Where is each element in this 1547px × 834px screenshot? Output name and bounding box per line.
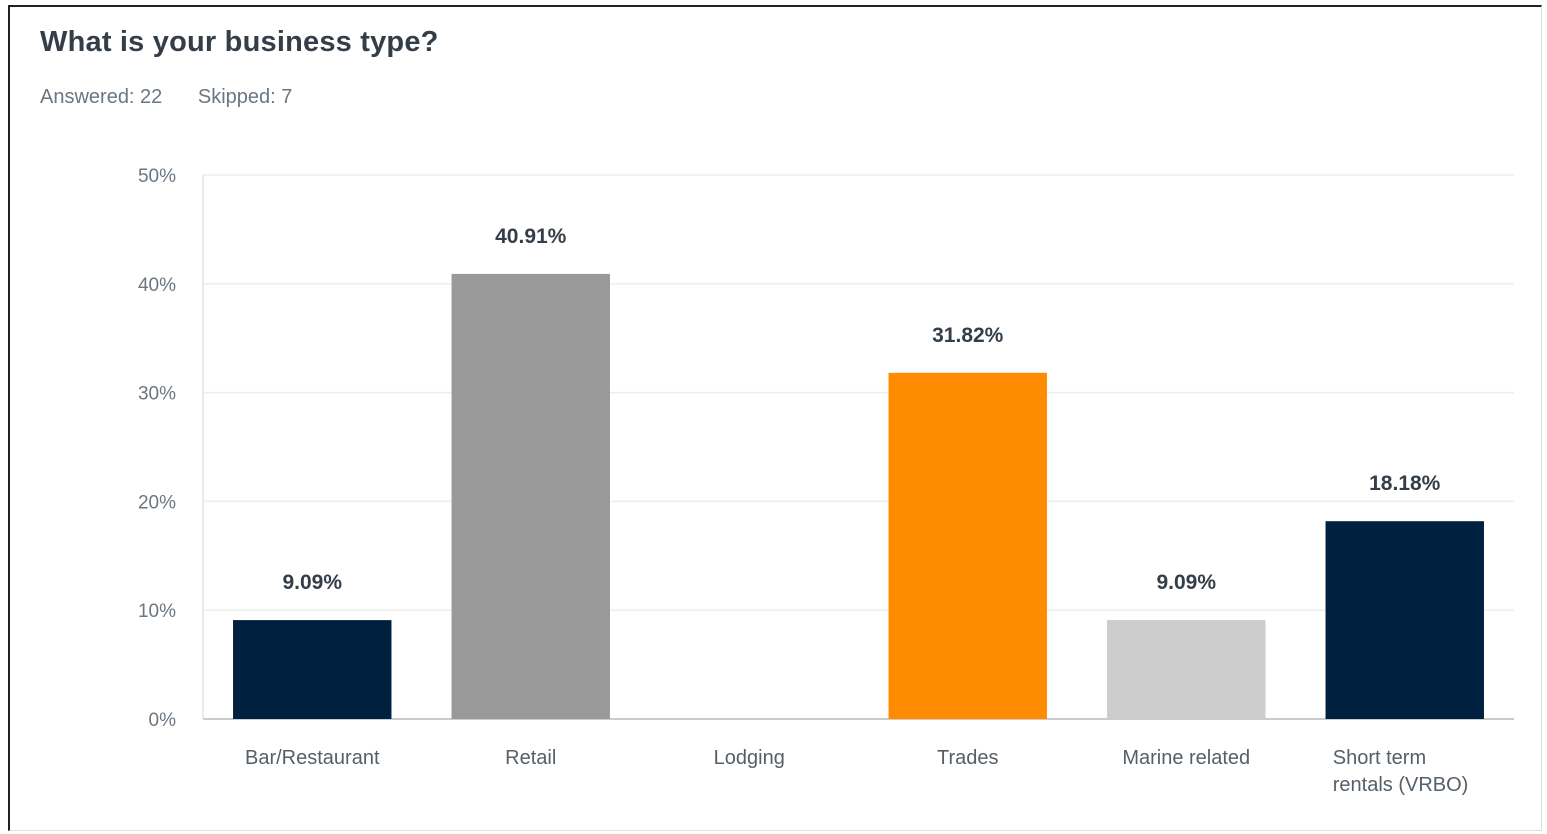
y-tick-label: 50% — [138, 166, 176, 187]
data-label: 31.82% — [932, 324, 1004, 347]
gridlines — [202, 174, 1514, 720]
question-title: What is your business type? — [40, 26, 439, 58]
skipped-count: Skipped: 7 — [197, 86, 293, 108]
data-label: 9.09% — [282, 571, 342, 594]
bars — [233, 273, 1484, 719]
answered-count: Answered: 22 — [40, 86, 163, 108]
bar — [1107, 620, 1266, 719]
y-tick-label: 20% — [138, 492, 176, 513]
x-category-label: Retail — [505, 747, 556, 769]
y-tick-label: 10% — [138, 601, 176, 622]
x-category-label: Lodging — [714, 747, 785, 769]
y-axis-ticks: 0% 10% 20% 30% 40% 50% — [138, 166, 176, 731]
response-stats: Answered: 22 Skipped: 7 — [40, 86, 322, 109]
bar — [451, 273, 610, 719]
data-labels: 9.09% 40.91% 31.82% 9.09% 18.18% — [282, 225, 1440, 594]
y-tick-label: 40% — [138, 275, 176, 296]
x-category-label: Bar/Restaurant — [245, 747, 380, 769]
bar — [233, 620, 392, 719]
data-label: 9.09% — [1156, 571, 1216, 594]
bar — [888, 372, 1047, 719]
x-category-label: Trades — [937, 747, 999, 769]
x-axis-categories: Bar/Restaurant Retail Lodging Trades Marine … — [245, 747, 1468, 796]
y-tick-label: 30% — [138, 384, 176, 405]
x-category-label: Marine related — [1122, 747, 1250, 769]
y-tick-label: 0% — [149, 710, 177, 731]
bar — [1325, 521, 1484, 719]
x-category-label: Short term rentals (VRBO) — [1333, 747, 1469, 796]
data-label: 40.91% — [495, 225, 567, 248]
data-label: 18.18% — [1369, 472, 1441, 495]
